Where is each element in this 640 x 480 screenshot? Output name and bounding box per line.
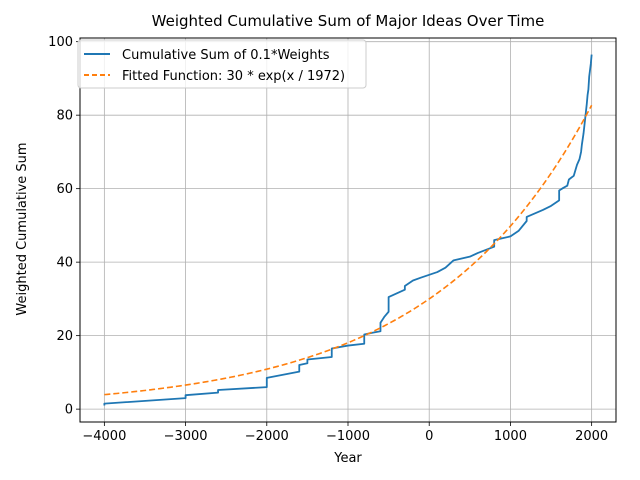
grid-lines: [80, 38, 616, 422]
y-tick-label: 0: [65, 403, 73, 418]
y-axis-ticks: 0 20 40 60 80 100: [48, 35, 80, 418]
series-line-fitted-function: [104, 104, 593, 396]
y-tick-label: 100: [48, 35, 73, 50]
chart-title: Weighted Cumulative Sum of Major Ideas O…: [152, 12, 545, 30]
series-line-cumulative-sum: [103, 54, 593, 406]
y-tick-label: 80: [56, 109, 73, 124]
x-tick-label: −4000: [82, 429, 126, 444]
plot-lines: [103, 54, 593, 406]
x-tick-label: −3000: [164, 429, 208, 444]
x-axis-label: Year: [333, 451, 362, 466]
legend: Cumulative Sum of 0.1*Weights Fitted Fun…: [77, 39, 367, 89]
legend-label-fitted-function: Fitted Function: 30 * exp(x / 1972): [122, 69, 345, 84]
y-tick-label: 20: [56, 329, 73, 344]
x-tick-label: 1000: [494, 429, 527, 444]
x-tick-label: −2000: [245, 429, 289, 444]
x-tick-label: 0: [425, 429, 433, 444]
y-tick-label: 60: [56, 182, 73, 197]
x-tick-label: −1000: [326, 429, 370, 444]
x-axis-ticks: −4000 −3000 −2000 −1000 0 1000 2000: [82, 422, 608, 444]
legend-label-cumulative-sum: Cumulative Sum of 0.1*Weights: [122, 48, 330, 63]
y-tick-label: 40: [56, 256, 73, 271]
legend-box: [77, 39, 367, 89]
x-tick-label: 2000: [575, 429, 608, 444]
y-axis-label: Weighted Cumulative Sum: [15, 142, 30, 315]
